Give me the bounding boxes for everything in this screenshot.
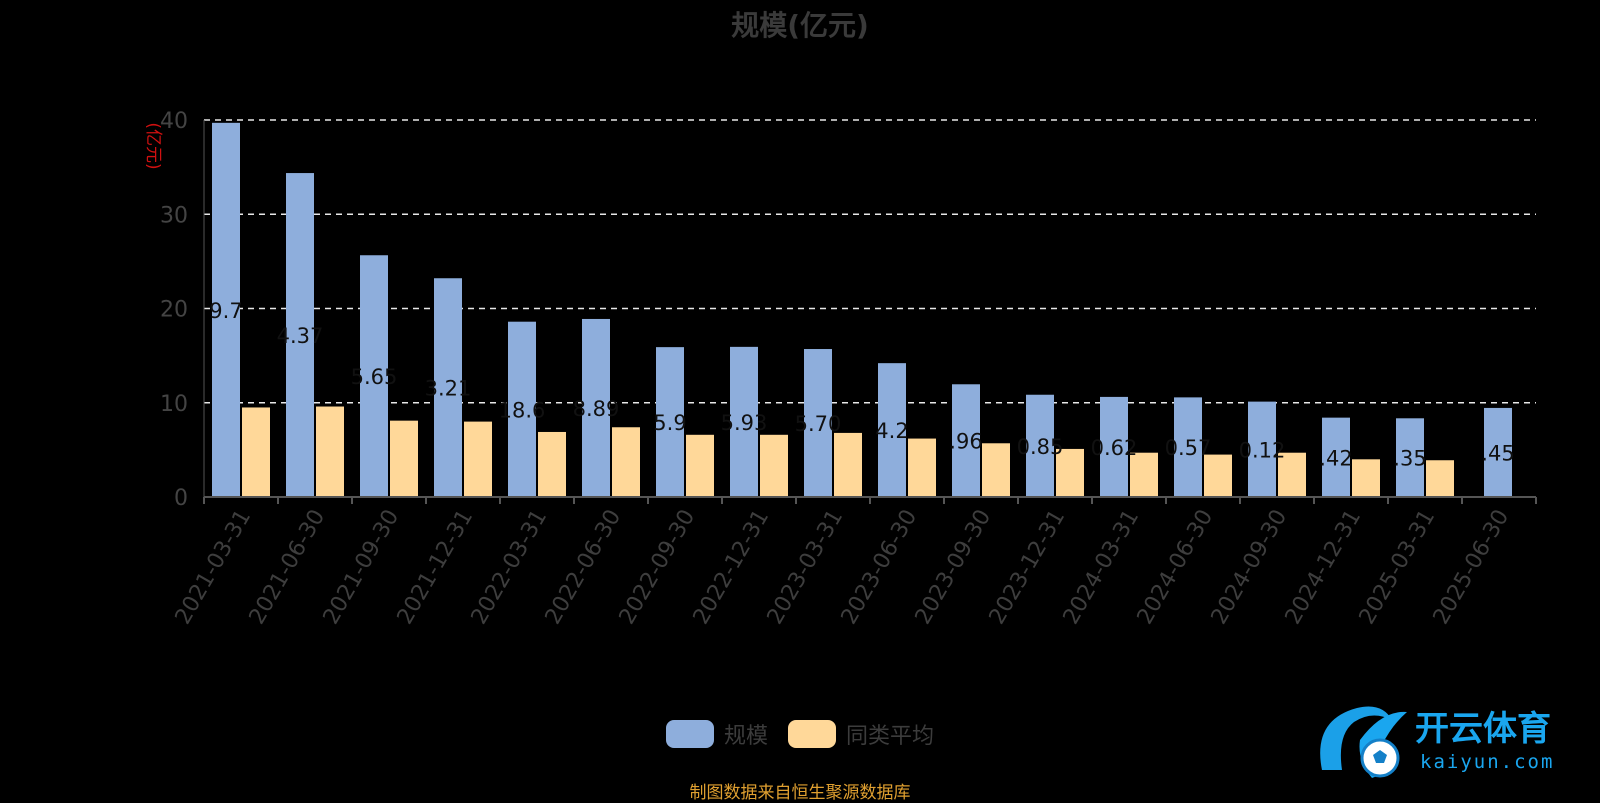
bar-peer-average xyxy=(538,431,566,497)
watermark-domain: kaiyun.com xyxy=(1420,751,1554,773)
bar-peer-average xyxy=(1426,460,1454,497)
x-tick-label: 2024-03-31 xyxy=(1059,506,1145,629)
x-tick-label: 2021-09-30 xyxy=(319,506,405,629)
chart-title: 规模(亿元) xyxy=(731,9,869,42)
bar-scale xyxy=(656,347,684,497)
legend: 规模 同类平均 xyxy=(0,718,1600,750)
bar-value-label: 18.6 xyxy=(499,398,546,422)
bar-peer-average xyxy=(1056,448,1084,497)
x-tick-label: 2024-09-30 xyxy=(1207,506,1293,629)
bar-value-label: 4.37 xyxy=(277,324,324,348)
bar-peer-average xyxy=(982,443,1010,497)
bar-peer-average xyxy=(612,427,640,497)
bar-scale xyxy=(360,255,388,497)
y-tick-label: 0 xyxy=(174,486,188,511)
x-tick-label: 2025-06-30 xyxy=(1429,506,1515,629)
legend-item-peer-average[interactable]: 同类平均 xyxy=(788,718,934,750)
bar-value-label: .45 xyxy=(1481,441,1514,465)
bar-value-label: 5.93 xyxy=(721,411,768,435)
bar-scale xyxy=(804,349,832,497)
x-tick-label: 2022-09-30 xyxy=(615,506,701,629)
bar-scale xyxy=(878,363,906,497)
legend-label: 规模 xyxy=(723,724,768,749)
bar-scale xyxy=(1484,407,1512,497)
bar-value-label: 0.85 xyxy=(1017,435,1064,459)
bar-value-label: .42 xyxy=(1319,446,1352,470)
x-tick-label: 2025-03-31 xyxy=(1355,506,1441,629)
bar-scale xyxy=(1100,396,1128,497)
bar-scale xyxy=(212,122,240,497)
bar-peer-average xyxy=(686,434,714,497)
bar-peer-average xyxy=(464,421,492,497)
data-labels: 9.7 4.37 5.65 3.21 18.6 8.89 5.9 5.93 5.70 4.2 .96… xyxy=(209,299,1514,471)
bar-value-label: .96 xyxy=(949,430,982,454)
bar-scale xyxy=(1322,417,1350,497)
x-tick-label: 2023-03-31 xyxy=(763,506,849,629)
x-tick-label: 2024-06-30 xyxy=(1133,506,1219,629)
y-axis-label: (亿元) xyxy=(143,122,163,169)
legend-swatch xyxy=(665,720,714,748)
legend-label: 同类平均 xyxy=(846,724,935,749)
x-tick-label: 2022-12-31 xyxy=(689,506,775,629)
bar-peer-average xyxy=(242,407,270,497)
y-tick-label: 40 xyxy=(160,109,188,134)
bar-value-label: 5.9 xyxy=(653,411,686,435)
x-tick-label: 2024-12-31 xyxy=(1281,506,1367,629)
bar-scale xyxy=(1248,401,1276,497)
y-tick-label: 20 xyxy=(160,298,188,323)
y-tick-label: 30 xyxy=(160,203,188,228)
x-tick-label: 2021-03-31 xyxy=(171,506,257,629)
bars xyxy=(212,122,1512,497)
bar-scale xyxy=(1174,397,1202,497)
bar-value-label: 9.7 xyxy=(209,299,242,323)
bar-value-label: 5.65 xyxy=(351,365,398,389)
y-tick-label: 10 xyxy=(160,392,188,417)
bar-value-label: 0.12 xyxy=(1239,438,1286,462)
bar-scale xyxy=(286,173,314,497)
bar-scale xyxy=(730,346,758,497)
legend-swatch xyxy=(788,720,836,748)
bar-value-label: 0.62 xyxy=(1091,436,1138,460)
brand-logo xyxy=(1320,706,1407,778)
legend-item-scale[interactable]: 规模 xyxy=(665,718,768,750)
gridlines xyxy=(204,119,1536,404)
bar-value-label: 0.57 xyxy=(1165,436,1212,460)
bar-value-label: 3.21 xyxy=(425,377,472,401)
bar-peer-average xyxy=(760,434,788,497)
bar-scale xyxy=(434,278,462,497)
source-note: 制图数据来自恒生聚源数据库 xyxy=(689,783,911,803)
bar-peer-average xyxy=(390,420,418,497)
bar-peer-average xyxy=(834,432,862,497)
bar-scale xyxy=(1026,394,1054,497)
bar-peer-average xyxy=(1352,459,1380,497)
bar-peer-average xyxy=(1204,454,1232,497)
bar-scale xyxy=(582,318,610,497)
bar-peer-average xyxy=(1278,452,1306,497)
x-tick-label: 2022-03-31 xyxy=(467,506,553,629)
watermark-brand: 开云体育 xyxy=(1415,709,1551,749)
bar-peer-average xyxy=(1130,452,1158,497)
bar-value-label: 8.89 xyxy=(573,397,620,421)
x-tick-label: 2023-12-31 xyxy=(985,506,1071,629)
x-tick-label: 2022-06-30 xyxy=(541,506,627,629)
bar-scale xyxy=(952,384,980,497)
y-axis-ticks: 0 10 20 30 40 xyxy=(160,109,188,511)
bar-peer-average xyxy=(316,406,344,497)
x-tick-label: 2023-06-30 xyxy=(837,506,923,629)
bar-scale xyxy=(508,321,536,497)
bar-value-label: .35 xyxy=(1393,447,1426,471)
x-tick-label: 2021-06-30 xyxy=(245,506,331,629)
brand-watermark: 开云体育 kaiyun.com xyxy=(1320,706,1554,778)
x-tick-label: 2021-12-31 xyxy=(393,506,479,629)
bar-peer-average xyxy=(908,438,936,497)
bar-scale xyxy=(1396,418,1424,497)
bar-value-label: 5.70 xyxy=(795,412,842,436)
bar-value-label: 4.2 xyxy=(875,419,908,443)
x-tick-label: 2023-09-30 xyxy=(911,506,997,629)
